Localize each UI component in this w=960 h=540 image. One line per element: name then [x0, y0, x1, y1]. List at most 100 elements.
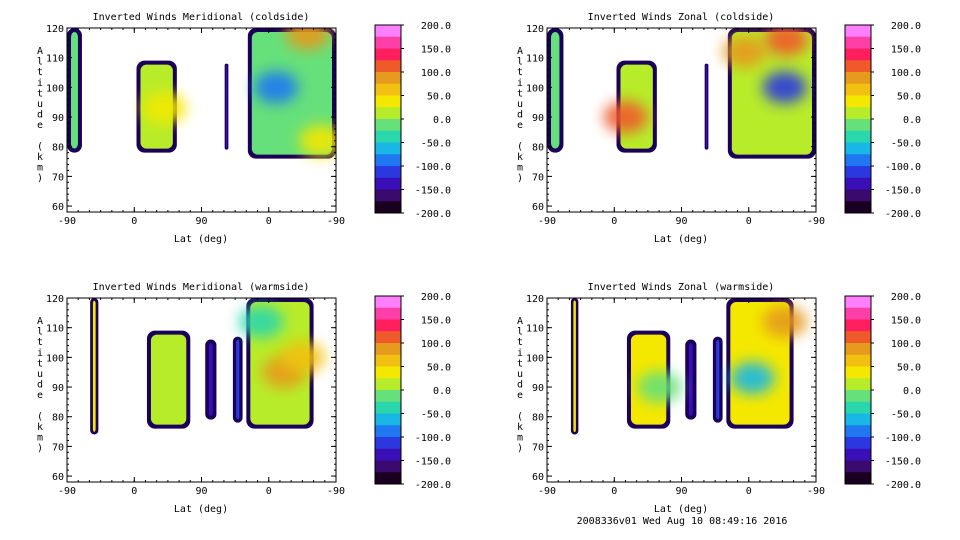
- colorbar-tick-label: 100.0: [421, 68, 451, 79]
- colorbar-tick-label: -100.0: [415, 162, 451, 173]
- colorbar-top-right: 200.0 150.0 100.0 50.0 0.0 -50.0 -100.0 -150.0 -…: [844, 21, 921, 220]
- x-tick-label: 90: [195, 216, 207, 227]
- colorbar-swatch: [375, 472, 401, 485]
- y-tick-label: 60: [52, 472, 64, 483]
- colorbar-swatch: [375, 296, 401, 309]
- x-tick-label: -90: [58, 216, 76, 227]
- colorbar-tick-label: 200.0: [421, 21, 451, 32]
- y-tick-label: 80: [52, 413, 64, 424]
- x-tick-label: 0: [266, 486, 272, 497]
- x-tick-label: -90: [807, 216, 825, 227]
- x-tick-label: -90: [327, 486, 345, 497]
- panel-title: Inverted Winds Zonal (warmside): [588, 282, 775, 293]
- x-axis-label: Lat (deg): [654, 234, 708, 245]
- y-tick-label: 70: [52, 172, 64, 183]
- colorbar-swatch: [375, 201, 401, 214]
- colorbar-swatch: [375, 413, 401, 426]
- colorbar-swatch: [375, 48, 401, 61]
- colorbar-swatch: [845, 107, 871, 120]
- heatmap-field: [547, 28, 816, 159]
- colorbar-swatch: [845, 401, 871, 414]
- colorbar-swatch: [845, 130, 871, 143]
- x-tick-label: 0: [611, 216, 617, 227]
- colorbar-tick-label: -50.0: [891, 410, 921, 421]
- panel-zonal-coldside: Inverted Winds Zonal (coldside) -90 0 90 0 -…: [517, 12, 825, 245]
- colorbar-swatch: [845, 307, 871, 320]
- colorbar-tick-label: 50.0: [427, 363, 451, 374]
- panel-meridional-coldside: Inverted Winds Meridional (coldside) -90…: [37, 12, 345, 245]
- colorbar-swatch: [375, 460, 401, 473]
- plot-area: -90 0 90 0 -90 60 70 80 90 100 110 120: [526, 24, 825, 227]
- heatmap-blob: [762, 71, 807, 104]
- colorbar-tick-label: 0.0: [903, 115, 921, 126]
- x-tick-label: 0: [746, 486, 752, 497]
- heatmap-blob: [603, 101, 648, 134]
- colorbar-swatch: [845, 36, 871, 49]
- colorbar-tick-label: -100.0: [885, 433, 921, 444]
- y-tick-label: 60: [532, 472, 544, 483]
- colorbar-tick-label: 50.0: [897, 92, 921, 103]
- colorbar-swatch: [375, 166, 401, 179]
- colorbar-swatch: [375, 25, 401, 38]
- colorbar-tick-label: 150.0: [421, 316, 451, 327]
- colorbar-tick-label: 150.0: [421, 45, 451, 56]
- heatmap-field: [67, 28, 336, 159]
- panel-title: Inverted Winds Zonal (coldside): [588, 12, 775, 23]
- colorbar-swatch: [375, 319, 401, 332]
- y-tick-label: 110: [46, 324, 64, 335]
- colorbar-tick-label: -50.0: [891, 139, 921, 150]
- x-tick-label: -90: [538, 216, 556, 227]
- x-axis-label: Lat (deg): [174, 504, 228, 515]
- heatmap-blob: [254, 71, 299, 104]
- heatmap-block: [688, 343, 693, 416]
- y-tick-label: 80: [532, 413, 544, 424]
- colorbar-swatch: [845, 331, 871, 344]
- colorbar-swatch: [845, 166, 871, 179]
- colorbar-tick-label: 200.0: [891, 292, 921, 303]
- colorbar-tick-label: -200.0: [885, 480, 921, 491]
- x-tick-label: 0: [131, 486, 137, 497]
- colorbar-swatch: [375, 130, 401, 143]
- x-tick-label: 90: [195, 486, 207, 497]
- colorbar-tick-label: 150.0: [891, 316, 921, 327]
- colorbar-swatch: [845, 83, 871, 96]
- y-tick-label: 110: [526, 54, 544, 65]
- y-tick-label: 100: [46, 83, 64, 94]
- colorbar-swatch: [375, 378, 401, 391]
- colorbar-swatch: [845, 177, 871, 190]
- y-tick-label: 80: [52, 143, 64, 154]
- x-tick-label: 0: [746, 216, 752, 227]
- heatmap-blob: [280, 341, 325, 374]
- x-tick-label: -90: [538, 486, 556, 497]
- plot-area: -90 0 90 0 -90 60 70 80 90 100 110 120: [46, 24, 345, 227]
- panel-zonal-warmside: Inverted Winds Zonal (warmside) -90 0 90 0-…: [517, 282, 825, 515]
- heatmap-block: [92, 300, 96, 432]
- colorbar-tick-label: -50.0: [421, 410, 451, 421]
- footer-timestamp: 2008336v01 Wed Aug 10 08:49:16 2016: [577, 516, 788, 527]
- heatmap-blob: [285, 28, 330, 50]
- colorbar-tick-label: -100.0: [415, 433, 451, 444]
- colorbar-tick-label: 100.0: [891, 68, 921, 79]
- colorbar-swatch: [375, 437, 401, 450]
- colorbar-swatch: [845, 378, 871, 391]
- colorbar-swatch: [845, 95, 871, 108]
- colorbar-swatch: [375, 366, 401, 379]
- colorbar-top-left: 200.0 150.0 100.0 50.0 0.0 -50.0 -100.0 -150.0 -…: [374, 21, 451, 220]
- colorbar-swatch: [845, 319, 871, 332]
- y-tick-label: 80: [532, 143, 544, 154]
- y-tick-label: 110: [46, 54, 64, 65]
- colorbar-tick-label: 50.0: [427, 92, 451, 103]
- heatmap-block: [236, 339, 240, 420]
- heatmap-field: [90, 298, 325, 435]
- heatmap-block: [150, 334, 187, 425]
- colorbar-swatch: [375, 401, 401, 414]
- heatmap-block: [225, 64, 228, 149]
- colorbar-tick-label: 150.0: [891, 45, 921, 56]
- x-tick-label: 90: [675, 216, 687, 227]
- colorbar-swatch: [375, 425, 401, 438]
- colorbar-swatch: [375, 448, 401, 461]
- colorbar-tick-label: -200.0: [885, 209, 921, 220]
